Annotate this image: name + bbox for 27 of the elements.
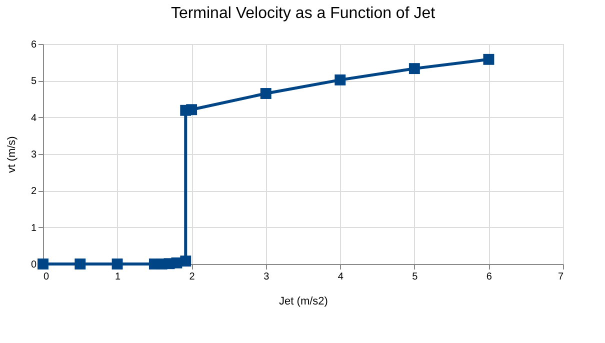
point bbox=[74, 258, 86, 270]
x-tick-label: 2 bbox=[189, 272, 196, 282]
point bbox=[483, 54, 494, 65]
point bbox=[38, 258, 48, 270]
point bbox=[180, 256, 192, 267]
y-tick-label: 6 bbox=[30, 40, 37, 50]
point bbox=[186, 104, 198, 116]
y-tick-label: 3 bbox=[30, 150, 37, 160]
x-tick-label: 1 bbox=[115, 272, 122, 282]
point bbox=[408, 63, 420, 74]
x-tick-label: 0 bbox=[44, 272, 50, 282]
chart-title: Terminal Velocity as a Function of Jet bbox=[170, 5, 436, 22]
x-tick-label: 7 bbox=[558, 272, 564, 282]
x-tick-label: 5 bbox=[412, 272, 418, 282]
y-tick-label: 4 bbox=[30, 112, 37, 124]
y-axis-title: vt (m/s) bbox=[6, 136, 18, 173]
y-tick-label: 5 bbox=[30, 76, 37, 88]
y-tick-label: 0 bbox=[30, 260, 37, 270]
y-tick-label: 1 bbox=[30, 222, 37, 234]
point bbox=[334, 74, 346, 86]
y-tick-label: 2 bbox=[30, 186, 37, 198]
x-tick-label: 3 bbox=[264, 272, 270, 282]
x-axis-title: Jet (m/s2) bbox=[279, 296, 328, 308]
x-tick-label: 4 bbox=[338, 272, 344, 282]
point bbox=[260, 88, 272, 99]
point bbox=[112, 258, 123, 270]
x-tick-label: 6 bbox=[486, 272, 492, 282]
